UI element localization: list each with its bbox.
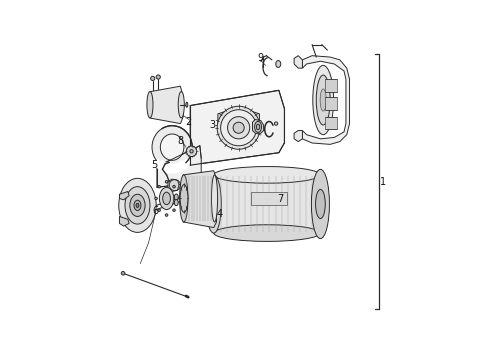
Ellipse shape	[255, 121, 262, 132]
Ellipse shape	[165, 181, 168, 183]
Text: 6: 6	[152, 206, 159, 216]
Ellipse shape	[313, 66, 334, 135]
Ellipse shape	[276, 60, 281, 67]
Text: 4: 4	[216, 209, 222, 219]
Ellipse shape	[159, 187, 174, 210]
Ellipse shape	[152, 126, 192, 168]
Polygon shape	[294, 56, 302, 68]
Text: 8: 8	[177, 136, 183, 146]
Polygon shape	[168, 179, 179, 192]
Polygon shape	[120, 216, 129, 226]
Ellipse shape	[180, 175, 188, 222]
Polygon shape	[302, 56, 349, 144]
Bar	[324, 79, 337, 92]
Ellipse shape	[220, 110, 257, 146]
Ellipse shape	[217, 106, 260, 149]
Text: 9: 9	[258, 53, 264, 63]
Text: 7: 7	[277, 194, 283, 204]
Polygon shape	[214, 175, 320, 233]
Polygon shape	[150, 86, 183, 123]
Text: 5: 5	[151, 160, 158, 170]
Ellipse shape	[130, 194, 145, 216]
Polygon shape	[157, 146, 201, 187]
Ellipse shape	[165, 214, 168, 216]
Ellipse shape	[136, 203, 139, 207]
Text: 1: 1	[380, 177, 386, 187]
Polygon shape	[218, 107, 259, 123]
Bar	[324, 97, 337, 110]
Ellipse shape	[214, 167, 320, 183]
Ellipse shape	[186, 146, 197, 157]
Ellipse shape	[214, 225, 320, 242]
Ellipse shape	[147, 91, 153, 118]
Text: 3: 3	[209, 120, 216, 130]
Ellipse shape	[206, 175, 221, 233]
Ellipse shape	[180, 185, 188, 212]
Ellipse shape	[313, 195, 328, 212]
Ellipse shape	[186, 102, 188, 107]
Text: 2: 2	[186, 117, 192, 127]
Ellipse shape	[155, 197, 157, 200]
Ellipse shape	[227, 117, 250, 139]
Ellipse shape	[125, 186, 150, 224]
Ellipse shape	[156, 75, 160, 79]
Polygon shape	[252, 120, 264, 133]
Ellipse shape	[312, 169, 329, 239]
Ellipse shape	[274, 122, 278, 125]
Ellipse shape	[256, 124, 260, 130]
Ellipse shape	[233, 122, 244, 133]
Bar	[251, 192, 287, 205]
Ellipse shape	[134, 200, 141, 211]
Ellipse shape	[176, 197, 178, 200]
Ellipse shape	[150, 76, 155, 81]
Ellipse shape	[212, 175, 218, 222]
Ellipse shape	[178, 91, 184, 118]
Ellipse shape	[174, 194, 178, 200]
Ellipse shape	[174, 199, 178, 206]
Ellipse shape	[163, 192, 171, 205]
Ellipse shape	[190, 150, 193, 153]
Polygon shape	[183, 171, 217, 228]
Polygon shape	[190, 90, 284, 165]
Ellipse shape	[320, 89, 326, 111]
Ellipse shape	[119, 178, 156, 233]
Ellipse shape	[316, 189, 325, 219]
Ellipse shape	[173, 185, 175, 188]
Ellipse shape	[316, 75, 330, 125]
Polygon shape	[294, 131, 302, 141]
Ellipse shape	[160, 134, 184, 160]
Bar	[324, 117, 337, 129]
Ellipse shape	[158, 185, 160, 188]
Ellipse shape	[158, 209, 160, 211]
Polygon shape	[120, 192, 129, 200]
Ellipse shape	[173, 209, 175, 211]
Ellipse shape	[121, 271, 125, 275]
